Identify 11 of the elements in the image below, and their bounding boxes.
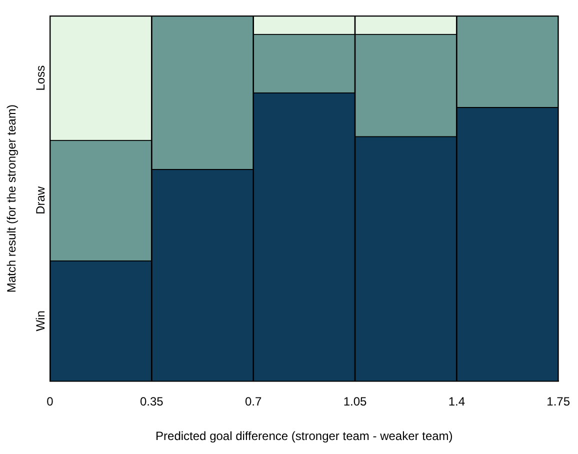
text: Draw [33, 186, 48, 214]
x-tick-label: 0 [46, 394, 54, 409]
y-axis-title: Match result (for the stronger team) [4, 104, 18, 293]
text: Loss [33, 65, 48, 91]
x-tick-label: 0.35 [140, 394, 164, 409]
x-tick-label: 1.4 [448, 394, 466, 409]
x-tick-label: 1.05 [343, 394, 367, 409]
x-tick-label: 1.75 [546, 394, 570, 409]
text: Win [33, 310, 48, 332]
x-axis-title: Predicted goal difference (stronger team - weaker team) [156, 429, 453, 444]
x-tick-label: 0.7 [244, 394, 262, 409]
